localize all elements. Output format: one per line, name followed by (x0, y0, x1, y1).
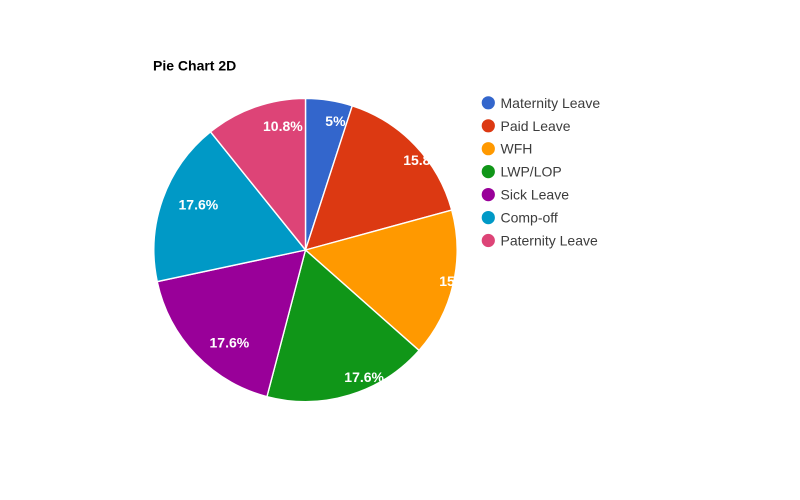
svg-text:Paid Leave: Paid Leave (501, 118, 571, 134)
svg-text:17.6%: 17.6% (179, 197, 219, 213)
svg-text:17.6%: 17.6% (344, 369, 384, 385)
svg-text:10.8%: 10.8% (263, 118, 303, 134)
svg-text:Paternity Leave: Paternity Leave (501, 233, 598, 249)
svg-text:Maternity Leave: Maternity Leave (501, 95, 601, 111)
svg-text:17.6%: 17.6% (210, 335, 250, 351)
svg-text:WFH: WFH (501, 141, 533, 157)
svg-text:5%: 5% (325, 113, 346, 129)
svg-text:Comp-off: Comp-off (501, 210, 558, 226)
svg-text:Sick Leave: Sick Leave (501, 187, 570, 203)
svg-text:LWP/LOP: LWP/LOP (501, 164, 562, 180)
svg-text:Pie Chart 2D: Pie Chart 2D (153, 58, 236, 74)
svg-text:15.8%: 15.8% (439, 273, 479, 289)
